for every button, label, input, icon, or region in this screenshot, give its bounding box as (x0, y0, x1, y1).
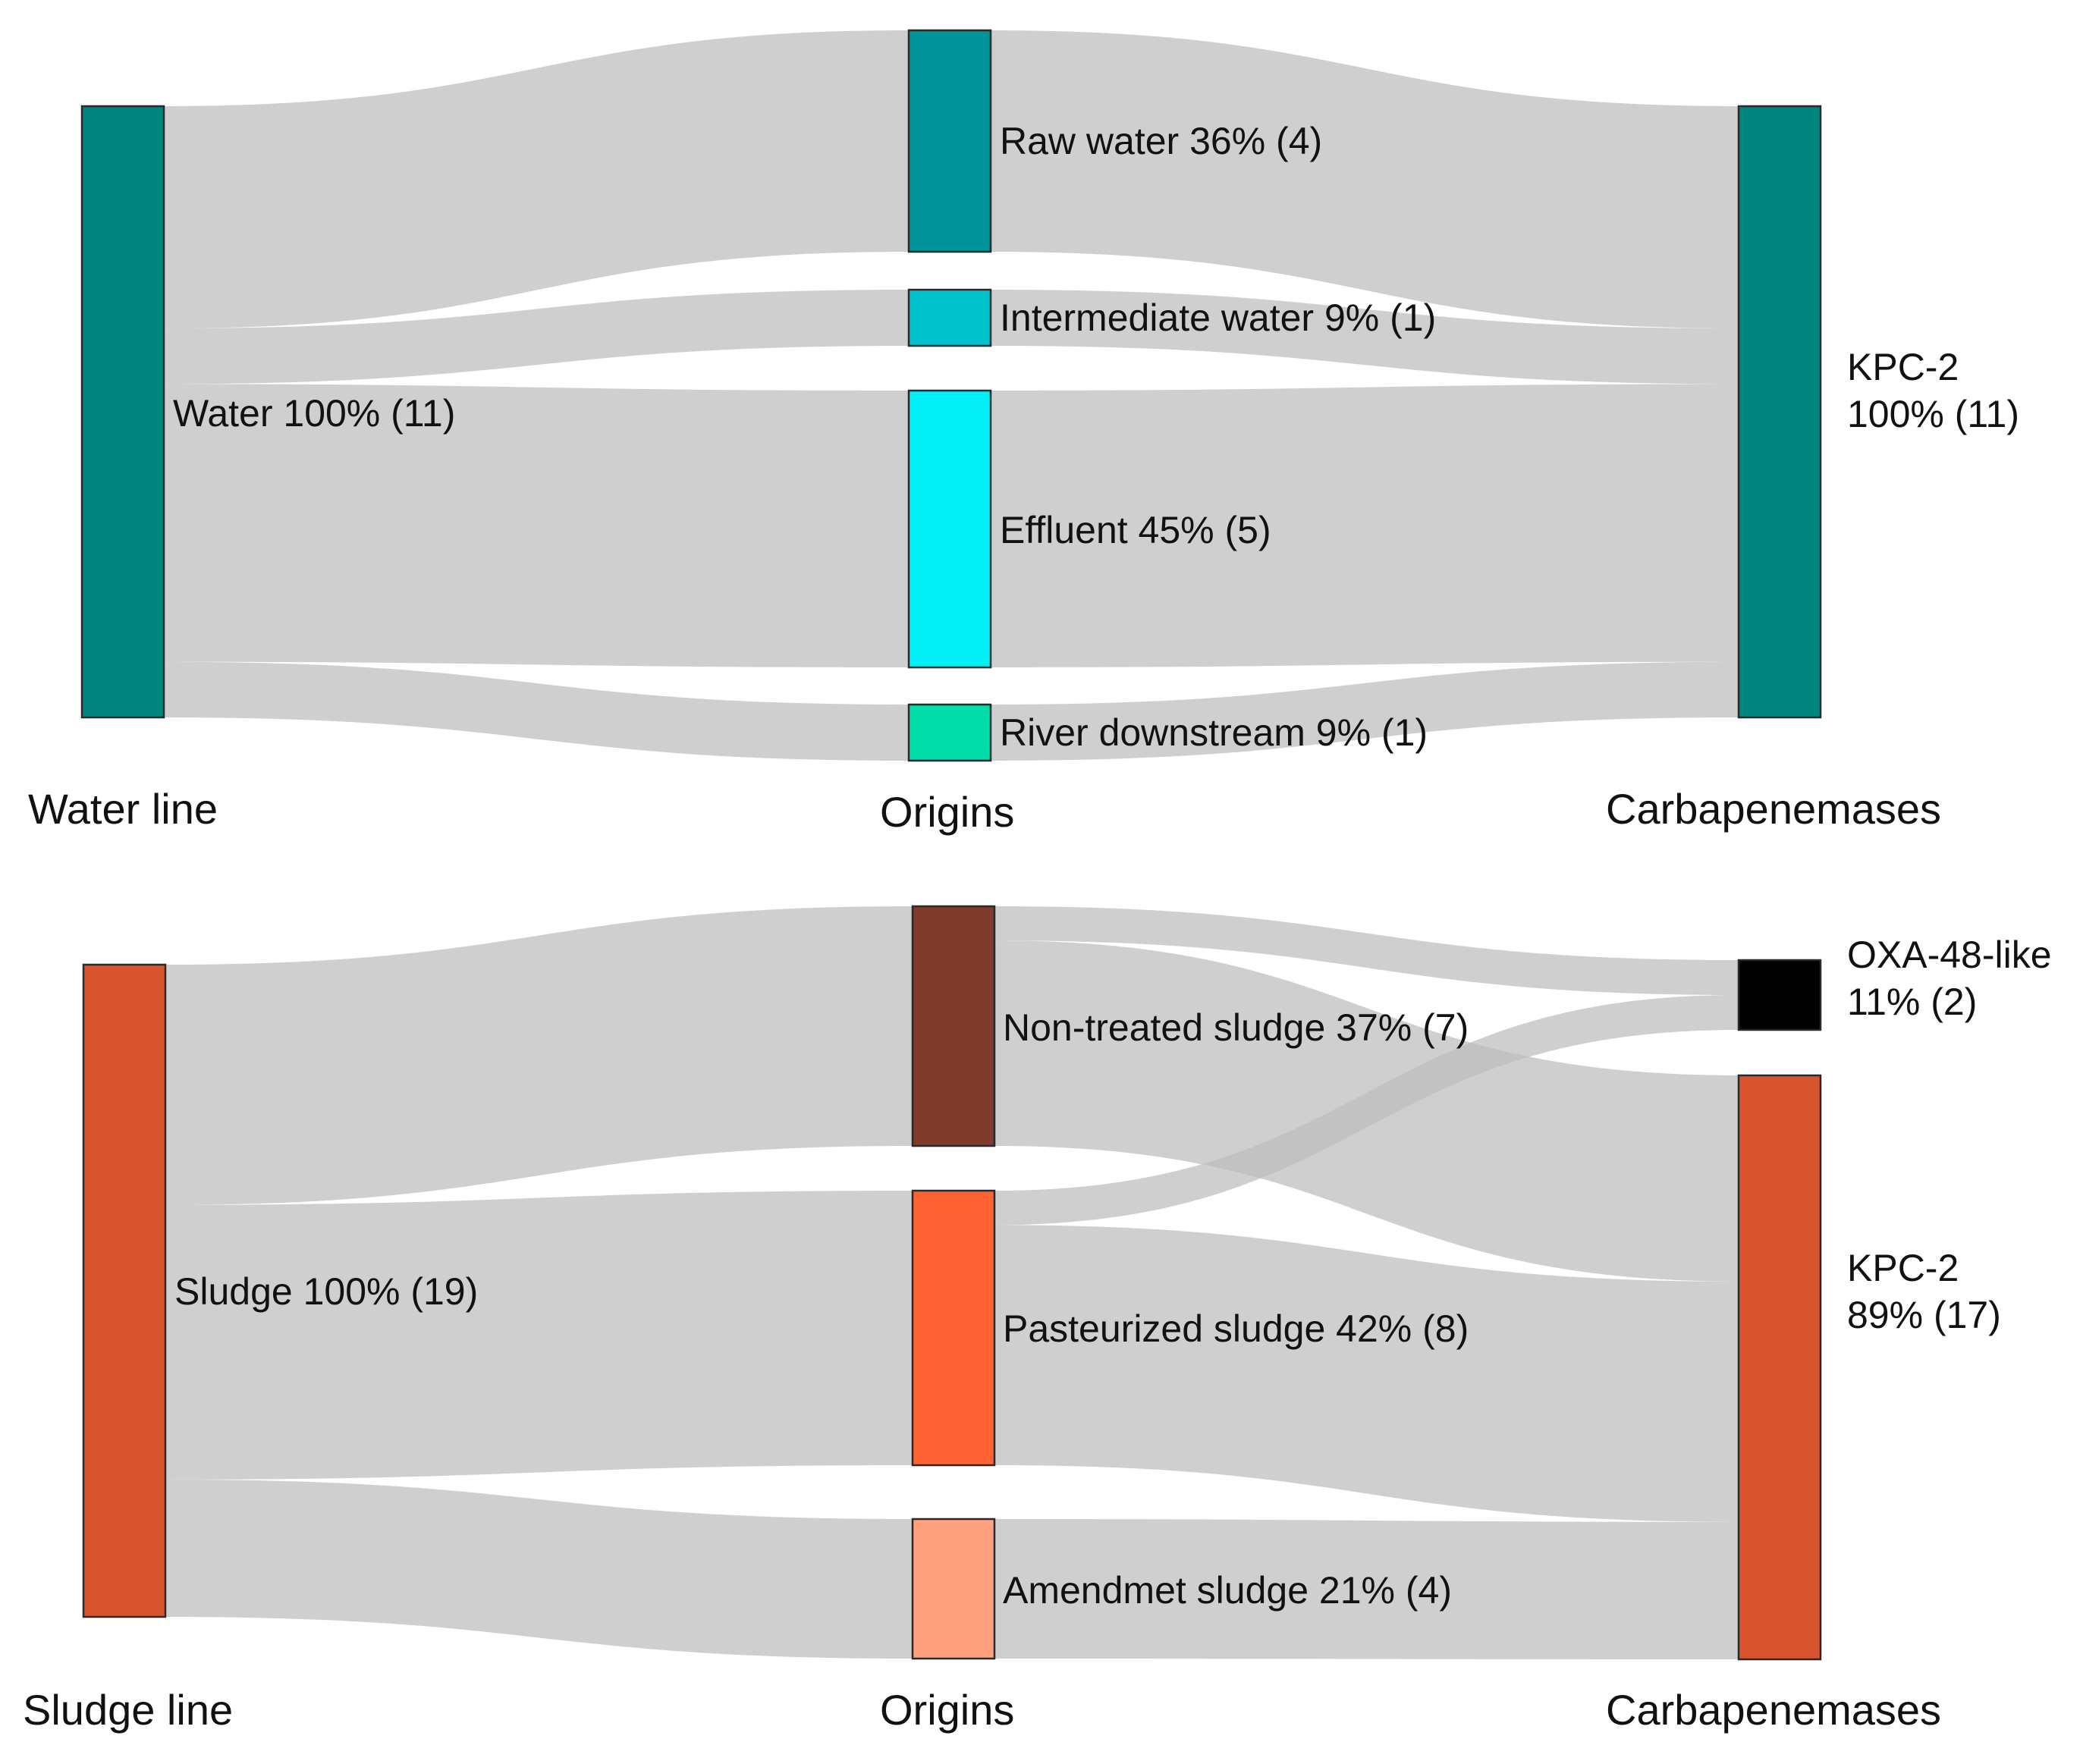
link-sludge_total-to-non_treated_sludge (165, 906, 913, 1205)
link-non_treated_sludge-to-oxa48 (994, 906, 1739, 995)
label-kpc2_sludge-0: KPC-2 (1847, 1247, 1959, 1289)
sludge-column-header-2: Origins (880, 1686, 1014, 1734)
label-oxa48-0: OXA-48-like (1847, 934, 2052, 976)
label-sludge_total-0: Sludge 100% (19) (174, 1270, 478, 1313)
node-intermediate_water (907, 288, 992, 347)
label-river_downstream-0: River downstream 9% (1) (1000, 711, 1428, 754)
label-amendmet_sludge-0: Amendmet sludge 21% (4) (1003, 1569, 1452, 1612)
links-layer (164, 30, 1739, 1659)
node-water_total (80, 105, 165, 719)
node-raw_water (907, 29, 992, 253)
label-effluent-0: Effluent 45% (5) (1000, 509, 1271, 551)
label-water_total-0: Water 100% (11) (173, 392, 455, 435)
node-effluent (907, 389, 992, 669)
node-kpc2_water (1737, 105, 1822, 719)
water-column-header-2: Origins (880, 788, 1014, 836)
label-kpc2_water-1: 100% (11) (1847, 393, 2019, 435)
link-sludge_total-to-amendmet_sludge (165, 1479, 913, 1659)
label-raw_water-0: Raw water 36% (4) (1000, 120, 1322, 162)
link-raw_water-to-kpc2_water (991, 30, 1739, 329)
node-sludge_total (82, 963, 167, 1618)
link-river_downstream-to-kpc2_water (991, 661, 1739, 761)
node-amendmet_sludge (911, 1518, 996, 1660)
label-intermediate_water-0: Intermediate water 9% (1) (1000, 297, 1436, 339)
link-amendmet_sludge-to-kpc2_sludge (994, 1519, 1739, 1659)
node-pasteurized_sludge (911, 1189, 996, 1467)
nodes-layer (80, 29, 1822, 1661)
link-effluent-to-kpc2_water (991, 384, 1739, 667)
node-non_treated_sludge (911, 905, 996, 1147)
link-sludge_total-to-pasteurized_sludge (165, 1191, 913, 1480)
link-water_total-to-raw_water (164, 30, 909, 329)
link-intermediate_water-to-kpc2_water (991, 290, 1739, 385)
node-kpc2_sludge (1737, 1074, 1822, 1661)
labels-layer: Water 100% (11) Raw water 36% (4) Intermed… (173, 120, 2052, 1612)
water-column-header-3: Carbapenemases (1606, 785, 1941, 833)
sludge-column-header-1: Sludge line (23, 1686, 233, 1734)
node-river_downstream (907, 703, 992, 762)
link-water_total-to-effluent (164, 384, 909, 667)
link-water_total-to-intermediate_water (164, 290, 909, 385)
sludge-column-header-3: Carbapenemases (1606, 1686, 1941, 1734)
label-pasteurized_sludge-0: Pasteurized sludge 42% (8) (1003, 1307, 1469, 1350)
label-non_treated_sludge-0: Non-treated sludge 37% (7) (1003, 1006, 1469, 1049)
link-water_total-to-river_downstream (164, 661, 909, 761)
label-kpc2_sludge-1: 89% (17) (1847, 1294, 2001, 1336)
water-column-header-1: Water line (28, 785, 218, 833)
link-pasteurized_sludge-to-kpc2_sludge (994, 1225, 1739, 1522)
node-oxa48 (1737, 959, 1822, 1031)
label-oxa48-1: 11% (2) (1847, 981, 1977, 1023)
link-pasteurized_sludge-to-oxa48 (994, 995, 1739, 1226)
label-kpc2_water-0: KPC-2 (1847, 346, 1959, 388)
